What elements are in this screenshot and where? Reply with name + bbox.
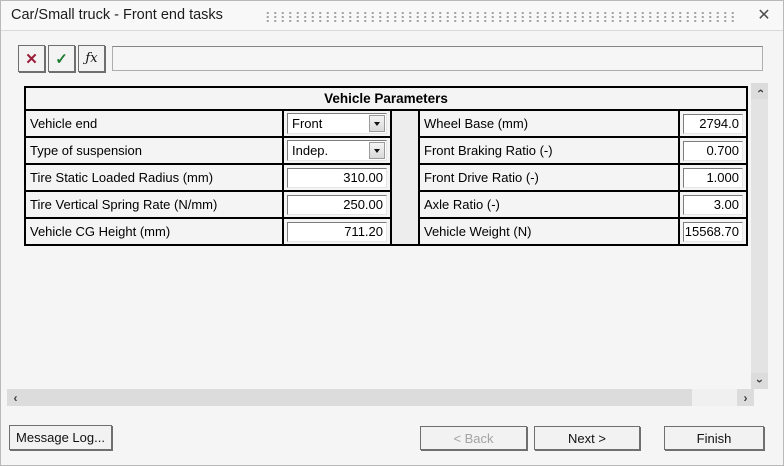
column-divider [392, 111, 418, 244]
front-braking-ratio-label: Front Braking Ratio (-) [420, 138, 678, 163]
finish-button[interactable]: Finish [664, 426, 764, 450]
tire-spring-rate-cell [284, 192, 390, 217]
vehicle-cg-height-cell [284, 219, 390, 244]
formula-fx-icon: ƒx [85, 51, 98, 66]
checkmark-icon: ✓ [55, 50, 68, 68]
accept-edit-button[interactable]: ✓ [48, 45, 75, 72]
cancel-x-icon: ✕ [25, 50, 38, 68]
drag-handle-dots[interactable] [264, 11, 739, 22]
next-button[interactable]: Next > [534, 426, 640, 450]
front-drive-ratio-input[interactable] [683, 167, 743, 188]
axle-ratio-input[interactable] [683, 194, 743, 215]
front-drive-ratio-label: Front Drive Ratio (-) [420, 165, 678, 190]
chevron-down-icon[interactable] [369, 115, 385, 132]
tire-static-radius-label: Tire Static Loaded Radius (mm) [26, 165, 282, 190]
cancel-edit-button[interactable]: ✕ [18, 45, 45, 72]
vehicle-weight-input[interactable] [683, 221, 743, 242]
scroll-down-button[interactable]: › [751, 373, 768, 389]
horizontal-scrollbar[interactable]: ‹ › [7, 389, 754, 406]
triangle-glyph [374, 148, 380, 153]
vehicle-cg-height-input[interactable] [287, 221, 387, 242]
scroll-right-button[interactable]: › [737, 389, 754, 406]
chevron-down-icon[interactable] [369, 142, 385, 159]
vehicle-end-dropdown[interactable]: Front [287, 113, 387, 134]
wheel-base-input[interactable] [683, 113, 743, 134]
triangle-glyph [374, 121, 380, 126]
tire-spring-rate-input[interactable] [287, 194, 387, 215]
vertical-scrollbar-thumb[interactable] [751, 99, 768, 373]
chevron-left-icon: ‹ [13, 390, 18, 405]
message-log-button[interactable]: Message Log... [9, 425, 112, 450]
front-braking-ratio-input[interactable] [683, 140, 743, 161]
axle-ratio-label: Axle Ratio (-) [420, 192, 678, 217]
scroll-left-button[interactable]: ‹ [7, 389, 24, 406]
vehicle-cg-height-label: Vehicle CG Height (mm) [26, 219, 282, 244]
formula-button[interactable]: ƒx [78, 45, 105, 72]
chevron-down-icon: › [752, 379, 767, 383]
tire-static-radius-cell [284, 165, 390, 190]
close-icon[interactable]: ✕ [757, 7, 771, 24]
tire-static-radius-input[interactable] [287, 167, 387, 188]
tire-spring-rate-label: Tire Vertical Spring Rate (N/mm) [26, 192, 282, 217]
suspension-type-label: Type of suspension [26, 138, 282, 163]
vertical-scrollbar[interactable]: › › [751, 83, 768, 389]
dropdown-selected-value: Indep. [292, 143, 329, 158]
wheel-base-cell [680, 111, 746, 136]
horizontal-scrollbar-thumb[interactable] [24, 389, 692, 406]
dropdown-selected-value: Front [292, 116, 323, 131]
front-braking-ratio-cell [680, 138, 746, 163]
wheel-base-label: Wheel Base (mm) [420, 111, 678, 136]
edit-toolbar: ✕ ✓ ƒx [1, 32, 783, 81]
suspension-type-cell: Indep. [284, 138, 390, 163]
back-button[interactable]: < Back [420, 426, 527, 450]
front-drive-ratio-cell [680, 165, 746, 190]
table-title: Vehicle Parameters [26, 88, 746, 109]
expression-input[interactable] [112, 46, 763, 71]
axle-ratio-cell [680, 192, 746, 217]
suspension-type-dropdown[interactable]: Indep. [287, 140, 387, 161]
horizontal-scrollbar-track[interactable] [692, 389, 737, 406]
vehicle-parameters-table: Vehicle Parameters Vehicle end Front Whe… [24, 86, 748, 246]
vehicle-weight-label: Vehicle Weight (N) [420, 219, 678, 244]
chevron-right-icon: › [743, 390, 748, 405]
vehicle-end-label: Vehicle end [26, 111, 282, 136]
vehicle-end-cell: Front [284, 111, 390, 136]
page-title: Car/Small truck - Front end tasks [11, 7, 223, 23]
vehicle-weight-cell [680, 219, 746, 244]
chevron-up-icon: › [752, 89, 767, 93]
title-bar: Car/Small truck - Front end tasks ✕ [1, 1, 783, 31]
scroll-up-button[interactable]: › [751, 83, 768, 99]
